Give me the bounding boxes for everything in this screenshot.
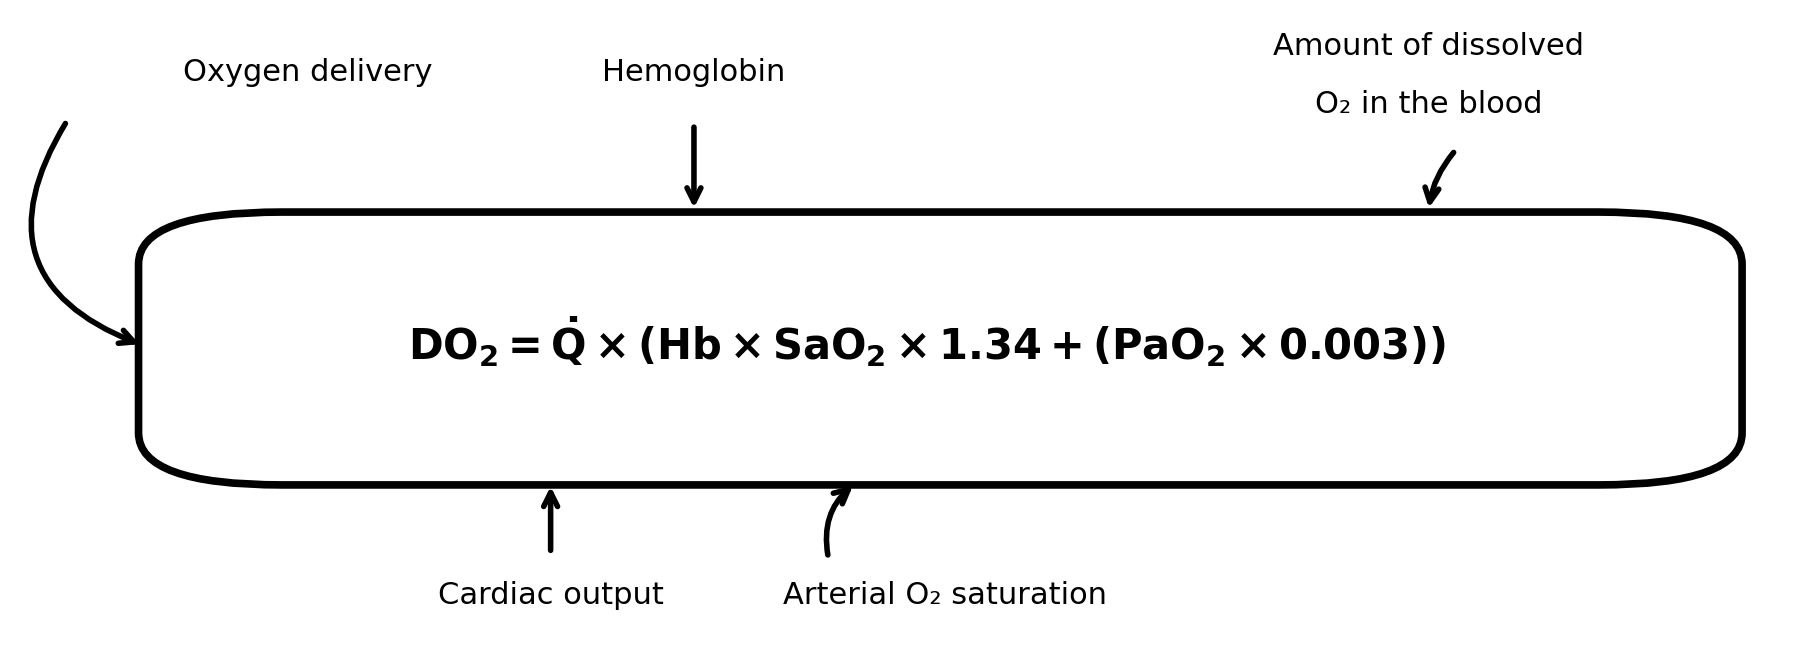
Text: Hemoglobin: Hemoglobin xyxy=(603,58,785,87)
Text: O₂ in the blood: O₂ in the blood xyxy=(1314,90,1543,119)
Text: Oxygen delivery: Oxygen delivery xyxy=(184,58,432,87)
Text: Amount of dissolved: Amount of dissolved xyxy=(1273,32,1584,61)
Text: Arterial O₂ saturation: Arterial O₂ saturation xyxy=(783,581,1107,610)
FancyBboxPatch shape xyxy=(139,212,1742,485)
Text: $\mathbf{DO_2 = \dot{Q} \times (Hb \times SaO_2 \times 1.34 + (PaO_2 \times 0.00: $\mathbf{DO_2 = \dot{Q} \times (Hb \time… xyxy=(409,315,1445,369)
Text: Cardiac output: Cardiac output xyxy=(437,581,664,610)
